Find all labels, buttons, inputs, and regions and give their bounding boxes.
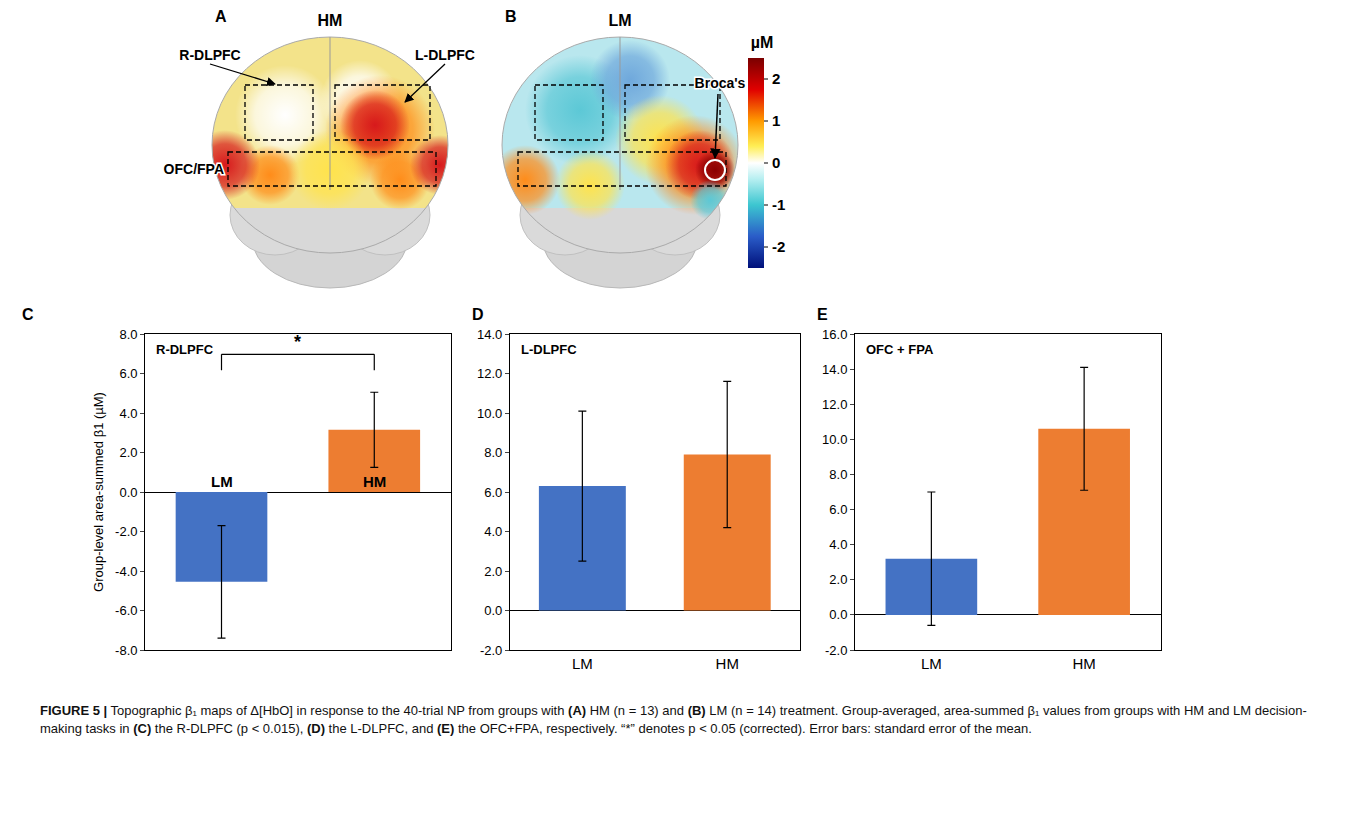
svg-text:-8.0: -8.0 — [115, 643, 137, 658]
svg-text:2.0: 2.0 — [119, 445, 137, 460]
svg-text:10.0: 10.0 — [477, 406, 502, 421]
svg-text:A: A — [215, 8, 227, 25]
svg-text:8.0: 8.0 — [829, 467, 847, 482]
svg-text:12.0: 12.0 — [477, 366, 502, 381]
svg-text:8.0: 8.0 — [119, 327, 137, 342]
svg-text:HM: HM — [318, 12, 343, 29]
svg-text:0.0: 0.0 — [484, 603, 502, 618]
svg-text:6.0: 6.0 — [119, 366, 137, 381]
svg-text:LM: LM — [608, 12, 631, 29]
svg-text:16.0: 16.0 — [822, 327, 847, 342]
svg-text:2: 2 — [772, 70, 780, 87]
svg-text:6.0: 6.0 — [829, 502, 847, 517]
svg-text:LM: LM — [572, 655, 593, 672]
svg-text:C: C — [22, 306, 34, 323]
svg-text:µM: µM — [751, 34, 774, 51]
svg-text:HM: HM — [363, 473, 386, 490]
svg-text:0: 0 — [772, 154, 780, 171]
svg-text:4.0: 4.0 — [119, 406, 137, 421]
svg-text:4.0: 4.0 — [484, 524, 502, 539]
svg-text:L-DLPFC: L-DLPFC — [415, 47, 475, 63]
svg-text:-1: -1 — [772, 196, 785, 213]
svg-text:-2.0: -2.0 — [480, 643, 502, 658]
svg-text:12.0: 12.0 — [822, 397, 847, 412]
svg-text:-6.0: -6.0 — [115, 603, 137, 618]
svg-text:E: E — [817, 306, 828, 323]
svg-text:LM: LM — [921, 655, 942, 672]
svg-text:8.0: 8.0 — [484, 445, 502, 460]
svg-text:1: 1 — [772, 112, 780, 129]
svg-text:14.0: 14.0 — [477, 327, 502, 342]
svg-text:2.0: 2.0 — [829, 572, 847, 587]
svg-text:Broca's: Broca's — [695, 75, 746, 91]
svg-text:0.0: 0.0 — [119, 485, 137, 500]
svg-text:4.0: 4.0 — [829, 537, 847, 552]
svg-text:R-DLPFC: R-DLPFC — [179, 47, 240, 63]
html-text:FIGURE 5 | Topographic β₁ maps: FIGURE 5 | Topographic β₁ maps of Δ[HbO]… — [40, 703, 1307, 737]
svg-text:-2.0: -2.0 — [825, 643, 847, 658]
svg-text:OFC + FPA: OFC + FPA — [866, 342, 934, 357]
svg-text:10.0: 10.0 — [822, 432, 847, 447]
svg-text:0.0: 0.0 — [829, 607, 847, 622]
svg-text:OFC/FPA: OFC/FPA — [164, 161, 224, 177]
svg-text:B: B — [505, 8, 517, 25]
svg-text:D: D — [472, 306, 484, 323]
svg-text:L-DLPFC: L-DLPFC — [521, 342, 577, 357]
svg-text:14.0: 14.0 — [822, 362, 847, 377]
svg-text:-2: -2 — [772, 238, 785, 255]
svg-text:Group-level area-summed β1 (µM: Group-level area-summed β1 (µM) — [91, 392, 106, 592]
svg-text:-4.0: -4.0 — [115, 564, 137, 579]
svg-text:2.0: 2.0 — [484, 564, 502, 579]
svg-text:*: * — [294, 332, 301, 352]
svg-text:HM: HM — [1072, 655, 1095, 672]
svg-text:-2.0: -2.0 — [115, 524, 137, 539]
svg-text:HM: HM — [716, 655, 739, 672]
svg-text:LM: LM — [211, 473, 233, 490]
svg-text:R-DLPFC: R-DLPFC — [156, 342, 214, 357]
svg-text:6.0: 6.0 — [484, 485, 502, 500]
